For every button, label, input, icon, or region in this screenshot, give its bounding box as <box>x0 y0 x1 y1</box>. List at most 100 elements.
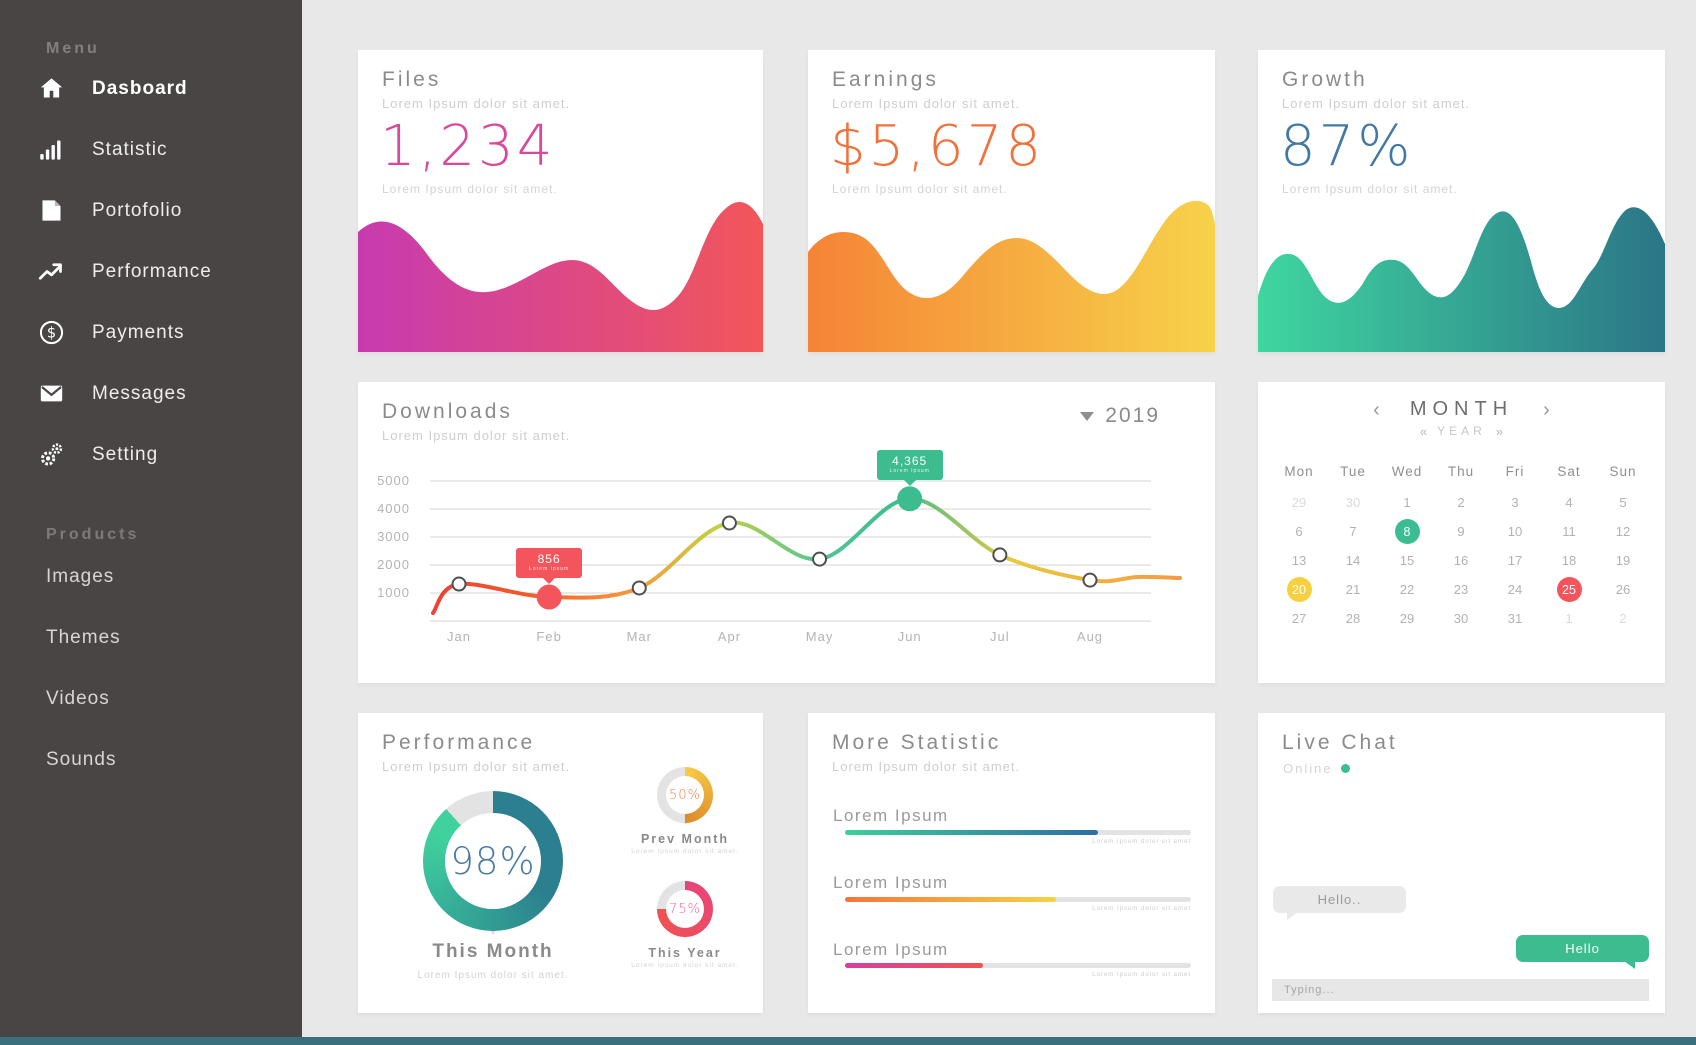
prev-month-button[interactable]: ‹ <box>1373 398 1380 421</box>
growth-card-subtitle: Lorem Ipsum dolor sit amet. <box>1282 96 1471 111</box>
calendar-day[interactable]: 14 <box>1345 553 1361 568</box>
chevron-down-icon <box>1080 411 1095 421</box>
sidebar-item-setting[interactable]: Setting <box>0 424 302 485</box>
calendar-year-nav: « YEAR » <box>1258 424 1665 438</box>
prev-year-button[interactable]: « <box>1419 423 1428 439</box>
sidebar-item-images[interactable]: Images <box>0 546 302 607</box>
sidebar-item-payments[interactable]: $ Payments <box>0 302 302 363</box>
calendar-day[interactable]: 27 <box>1291 611 1307 626</box>
sidebar-item-videos[interactable]: Videos <box>0 668 302 729</box>
calendar-day-header: Mon <box>1284 463 1314 479</box>
calendar-day[interactable]: 29 <box>1291 495 1307 510</box>
calendar-day[interactable]: 26 <box>1615 582 1631 597</box>
calendar-day[interactable]: 4 <box>1565 495 1573 510</box>
calendar-day[interactable]: 24 <box>1507 582 1523 597</box>
calendar-day[interactable]: 28 <box>1345 611 1361 626</box>
svg-text:Aug: Aug <box>1077 629 1103 644</box>
calendar-day[interactable]: 29 <box>1399 611 1415 626</box>
earnings-card-title: Earnings <box>832 68 939 91</box>
products-section-label: Products <box>46 526 140 543</box>
calendar-day-highlight: 8 <box>1394 519 1420 544</box>
calendar-day[interactable]: 1 <box>1403 495 1411 510</box>
progress-bar <box>845 830 1191 835</box>
calendar-day[interactable]: 2 <box>1457 495 1465 510</box>
sidebar-item-messages[interactable]: Messages <box>0 363 302 424</box>
sidebar-item-themes[interactable]: Themes <box>0 607 302 668</box>
calendar-day[interactable]: 21 <box>1345 582 1361 597</box>
svg-text:Jan: Jan <box>447 629 471 644</box>
calendar-day[interactable]: 3 <box>1511 495 1519 510</box>
calendar-day[interactable]: 30 <box>1453 611 1469 626</box>
downloads-chart: 5000 4000 3000 2000 1000 Jan Feb Mar Apr May Jun Ju… <box>358 382 1215 683</box>
earnings-value: $5,678 <box>830 114 1044 179</box>
progress-label: Lorem Ipsum <box>833 873 949 892</box>
calendar-day[interactable]: 17 <box>1507 553 1523 568</box>
calendar-day[interactable]: 8 <box>1380 517 1434 546</box>
chart-tooltip: 856 Lorem Ipsum <box>516 548 583 585</box>
sidebar-item-portofolio[interactable]: Portofolio <box>0 180 302 241</box>
calendar-day[interactable]: 20 <box>1272 575 1326 604</box>
calendar-day[interactable]: 1 <box>1565 611 1573 626</box>
calendar-day[interactable]: 7 <box>1349 524 1357 539</box>
files-card: Files Lorem Ipsum dolor sit amet. 1,234 … <box>358 50 763 352</box>
year-dropdown[interactable]: 2019 <box>1080 404 1160 428</box>
next-year-button[interactable]: » <box>1495 423 1504 439</box>
calendar-day[interactable]: 15 <box>1399 553 1415 568</box>
svg-text:Jul: Jul <box>990 629 1010 644</box>
calendar-day[interactable]: 12 <box>1615 524 1631 539</box>
calendar-day[interactable]: 31 <box>1507 611 1523 626</box>
sidebar-item-dasboard[interactable]: Dasboard <box>0 58 302 119</box>
calendar-day[interactable]: 10 <box>1507 524 1523 539</box>
calendar-day[interactable]: 5 <box>1619 495 1627 510</box>
progress-caption: Lorem Ipsum dolor sit amet <box>1092 972 1191 978</box>
sidebar-item-sounds[interactable]: Sounds <box>0 729 302 790</box>
downloads-card-subtitle: Lorem Ipsum dolor sit amet. <box>382 428 571 443</box>
calendar-day[interactable]: 2 <box>1619 611 1627 626</box>
calendar-day[interactable]: 19 <box>1615 553 1631 568</box>
sidebar-item-statistic[interactable]: Statistic <box>0 119 302 180</box>
downloads-card-title: Downloads <box>382 400 513 423</box>
tooltip-tail <box>902 478 917 486</box>
calendar-day[interactable]: 13 <box>1291 553 1307 568</box>
next-month-button[interactable]: › <box>1543 398 1550 421</box>
progress-bar <box>845 963 1191 968</box>
file-icon <box>36 197 66 225</box>
performance-card: Performance Lorem Ipsum dolor sit amet. … <box>358 713 763 1013</box>
calendar-day[interactable]: 18 <box>1561 553 1577 568</box>
calendar-month-nav: ‹ MONTH › <box>1258 398 1665 421</box>
calendar-day[interactable]: 30 <box>1345 495 1361 510</box>
calendar-day[interactable]: 23 <box>1453 582 1469 597</box>
svg-text:Jun: Jun <box>898 629 922 644</box>
sidebar-item-label: Setting <box>92 443 159 465</box>
growth-caption: Lorem Ipsum dolor sit amet. <box>1282 182 1458 196</box>
dollar-circle-icon: $ <box>36 319 66 347</box>
calendar-year-label: YEAR <box>1437 424 1486 438</box>
bubble-tail <box>1287 912 1298 920</box>
more-statistic-card-subtitle: Lorem Ipsum dolor sit amet. <box>832 759 1021 774</box>
calendar-day[interactable]: 25 <box>1542 575 1596 604</box>
calendar-grid: Mon Tue Wed Thu Fri Sat Sun 29 30 1 2 3 4 5 6 7 8 9 10 11 12… <box>1272 454 1650 633</box>
sidebar-item-label: Portofolio <box>92 199 183 221</box>
year-dropdown-value: 2019 <box>1105 404 1160 427</box>
calendar-day[interactable]: 11 <box>1562 524 1576 539</box>
calendar-day[interactable]: 22 <box>1399 582 1415 597</box>
calendar-day-header: Sat <box>1557 463 1581 479</box>
growth-card: Growth Lorem Ipsum dolor sit amet. 87% L… <box>1258 50 1665 352</box>
progress-bar-fill <box>845 963 984 968</box>
performance-card-subtitle: Lorem Ipsum dolor sit amet. <box>382 759 571 774</box>
more-statistic-card-title: More Statistic <box>832 731 1002 754</box>
calendar-day-header: Fri <box>1505 463 1525 479</box>
sidebar-item-performance[interactable]: Performance <box>0 241 302 302</box>
chat-status: Online <box>1283 761 1350 776</box>
chat-bubble-outgoing: Hello <box>1516 935 1649 969</box>
calendar-day[interactable]: 6 <box>1295 524 1303 539</box>
live-chat-card: Live Chat Online Hello.. Hello Typing... <box>1258 713 1665 1013</box>
prev-month-label: Prev Month <box>640 832 730 846</box>
chat-input[interactable]: Typing... <box>1272 979 1649 1001</box>
sidebar: Menu Dasboard Statistic Portofolio Performa… <box>0 0 302 1045</box>
gears-icon <box>36 441 66 469</box>
svg-text:4000: 4000 <box>377 501 410 516</box>
calendar-day[interactable]: 16 <box>1453 553 1469 568</box>
calendar-day[interactable]: 9 <box>1457 524 1465 539</box>
chart-tooltip: 4,365 Lorem Ipsum <box>876 449 943 486</box>
